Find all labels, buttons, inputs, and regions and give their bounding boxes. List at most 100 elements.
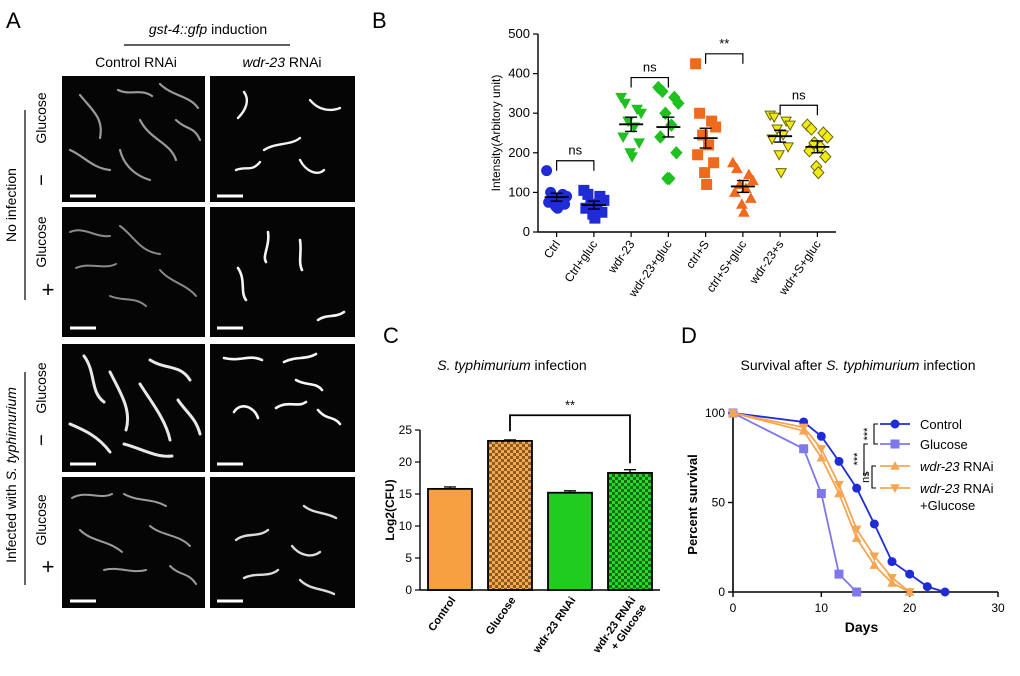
x-tick-label: wdr-23 RNAi (531, 595, 579, 656)
series-line (732, 412, 911, 593)
y-tick-label: 0 (523, 224, 530, 239)
x-tick-label-line: wdr-23 RNAi (531, 595, 579, 656)
data-point (635, 108, 647, 120)
series-line (732, 412, 858, 593)
x-tick-label: wdr-23 (604, 237, 637, 276)
data-point (834, 569, 844, 579)
glucose-label-row4: Glucose (33, 494, 49, 546)
legend-label: wdr-23 RNAi (920, 459, 994, 474)
legend-label-text: Control (920, 417, 962, 432)
data-point (905, 569, 915, 579)
data-point (541, 165, 553, 177)
panel-d: D Survival after S. typhimurium infectio… (681, 323, 1005, 635)
data-point (736, 198, 748, 209)
legend-label-italic: wdr-23 (920, 481, 960, 496)
micrograph-wdr23-noinf-minus-glucose (210, 76, 355, 202)
data-point (728, 409, 738, 419)
y-tick-label: 5 (405, 551, 412, 565)
panel-label-d: D (681, 323, 697, 348)
x-tick-label: wdr-23 RNAi+ Glucose (591, 595, 650, 664)
data-point (799, 444, 809, 454)
data-point (816, 445, 827, 454)
data-point (940, 587, 950, 597)
y-tick-label: 400 (508, 66, 530, 81)
legend-label-text: RNAi (960, 459, 994, 474)
significance-bracket (863, 443, 868, 475)
data-point (694, 107, 706, 119)
data-point (821, 130, 834, 144)
data-point (665, 118, 678, 132)
scale-bars (70, 194, 243, 603)
data-point (552, 202, 564, 214)
panel-d-line-chart: 0 50 100 0 10 20 30 Days Percent survival Control… (685, 406, 1005, 635)
y-tick-label: 100 (705, 406, 725, 420)
row-labels: No infection Infected with S. typhimuriu… (3, 92, 54, 585)
data-point (690, 58, 702, 70)
x-tick-label: 10 (815, 601, 829, 615)
legend-item: Control (880, 417, 962, 432)
y-tick-label: 15 (399, 487, 413, 501)
micrograph-control-noinf-plus-glucose (62, 207, 205, 337)
significance-bracket (556, 160, 595, 171)
y-axis-title: Percent survival (685, 454, 700, 554)
x-axis-title: Days (845, 619, 879, 635)
data-point (784, 120, 796, 132)
minus-sign-row1: − (31, 174, 53, 186)
data-point (852, 483, 862, 493)
series-Ctrl (541, 165, 573, 214)
y-axis-title: Intensity(Arbitory unit) (489, 75, 503, 192)
x-tick-label: wdr-23+s (746, 238, 787, 288)
panel-b-scatter-chart: 0 100 200 300 400 500 Intensity(Arbitory unit)… (489, 26, 836, 300)
data-point (904, 588, 915, 598)
data-point (692, 149, 704, 161)
data-point (922, 582, 932, 592)
data-point (852, 587, 862, 597)
significance-bracket (630, 76, 669, 88)
x-tick-label: Ctrl (541, 238, 563, 261)
data-point (656, 84, 669, 99)
data-point (851, 533, 862, 542)
x-tick-label: ctrl+S (683, 238, 712, 271)
significance-bracket (509, 414, 631, 464)
data-point (816, 489, 826, 499)
series-Ctrl+gluc (578, 184, 610, 224)
glucose-label-row3: Glucose (33, 362, 49, 414)
micrograph-wdr23-noinf-plus-glucose (210, 207, 355, 337)
x-tick-label-line: Control (426, 595, 458, 634)
y-tick-label: 50 (712, 496, 726, 510)
panel-c: C S. typhimurium infection 0 5 10 15 20 25 Log… (383, 323, 660, 664)
panel-c-bar-chart: 0 5 10 15 20 25 Log2(CFU) Control Glucose wdr-23 … (383, 397, 660, 664)
legend-label-text: RNAi (960, 481, 994, 496)
group-label-no-infection: No infection (3, 168, 19, 242)
legend-label-line2: +Glucose (920, 498, 975, 513)
data-point (782, 142, 794, 153)
data-point (803, 144, 816, 158)
data-point (731, 162, 743, 174)
data-point (738, 206, 750, 217)
series-wdr-23 RNAi +Glucose (728, 409, 915, 598)
data-point (633, 138, 645, 149)
legend-label: Glucose (920, 437, 968, 452)
plus-sign-row4: + (42, 554, 55, 579)
x-tick-label: Control (426, 595, 458, 634)
bar-0 (427, 487, 473, 591)
series-line (732, 412, 946, 593)
significance-bracket (705, 53, 744, 64)
panel-label-b: B (372, 8, 387, 33)
data-point (659, 106, 672, 120)
data-point (768, 112, 780, 124)
data-point (672, 96, 685, 111)
significance-label: ns (860, 471, 872, 483)
y-tick-label: 20 (399, 455, 413, 469)
data-point (775, 168, 787, 179)
worm-shapes (68, 82, 346, 596)
panel-label-a: A (6, 8, 21, 33)
y-tick-label: 0 (718, 585, 725, 599)
micrograph-control-inf-minus-glucose (62, 344, 205, 472)
series-ctrl+S+gluc (727, 156, 759, 217)
micrograph-wdr23-inf-minus-glucose (210, 344, 355, 472)
data-point (670, 146, 683, 160)
data-point (654, 130, 667, 144)
legend-label: Control (920, 417, 962, 432)
significance-bracket (779, 104, 818, 116)
